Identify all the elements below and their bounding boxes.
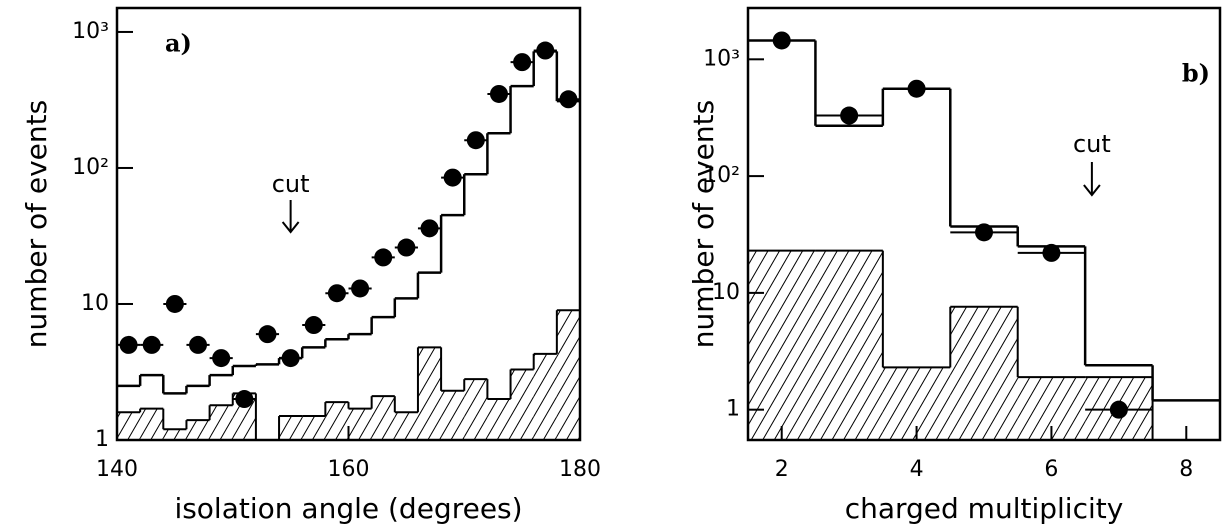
y-tick-label: 10³ [72,19,109,44]
background-bar [394,412,418,440]
y-axis-title: number of events [687,100,720,348]
x-axis-title: isolation angle (degrees) [174,492,522,525]
cut-arrow-head [1083,184,1101,197]
data-point [142,335,161,354]
cut-arrow-head [281,221,300,234]
data-point [466,131,485,150]
y-axis-title: number of events [20,100,53,348]
data-point [212,349,231,368]
background-bar [302,416,326,440]
plot-frame [746,6,1222,442]
data-point [119,335,138,354]
background-bar [348,408,372,440]
data-point [1109,400,1128,419]
data-point [1042,243,1061,262]
background-bar [117,412,141,440]
x-tick-label: 8 [1179,457,1193,482]
background-bar [325,402,349,440]
y-tick-label: 1 [726,397,740,422]
y-tick-label: 10 [81,291,109,316]
data-point [374,248,393,267]
data-point [351,279,370,298]
background-bar [950,306,1018,440]
panel-label: a) [165,29,192,58]
data-point [840,106,859,125]
x-tick-label: 180 [559,457,601,482]
background-bar [487,399,511,440]
background-bar [748,250,816,440]
panel-label: b) [1182,59,1210,88]
background-bar [464,379,488,440]
x-tick-label: 2 [775,457,789,482]
cut-label: cut [1073,130,1111,158]
background-bar [533,353,557,440]
data-point [559,90,578,109]
background-bar [279,416,303,440]
data-point [536,41,555,60]
y-tick-label: 10² [72,155,109,180]
background-bar [371,396,395,440]
data-point [235,390,254,409]
data-point [443,168,462,187]
data-point [281,349,300,368]
background-bar [209,405,233,440]
background-bar [556,310,580,440]
data-point [327,284,346,303]
y-tick-label: 10² [703,163,740,188]
background-bar [441,390,465,440]
y-tick-label: 1 [95,427,109,452]
data-point [189,335,208,354]
data-point [304,316,323,335]
data-point [258,325,277,344]
data-point [397,238,416,257]
background-bar [510,369,534,440]
data-point [420,219,439,238]
x-tick-label: 6 [1044,457,1058,482]
background-bar [163,429,187,440]
x-axis-title: charged multiplicity [845,492,1124,525]
y-tick-label: 10 [712,280,740,305]
background-bar [186,420,210,440]
y-tick-label: 10³ [703,46,740,71]
cut-label: cut [272,170,310,198]
data-point [165,294,184,313]
background-bar [417,347,442,440]
x-tick-label: 4 [910,457,924,482]
data-point [489,84,508,103]
x-tick-label: 160 [328,457,370,482]
background-bar [140,408,164,440]
data-point [975,223,993,242]
data-point [513,53,532,72]
data-point [907,79,926,98]
background-bar [815,250,883,440]
x-tick-label: 140 [96,457,138,482]
data-point [772,31,791,50]
